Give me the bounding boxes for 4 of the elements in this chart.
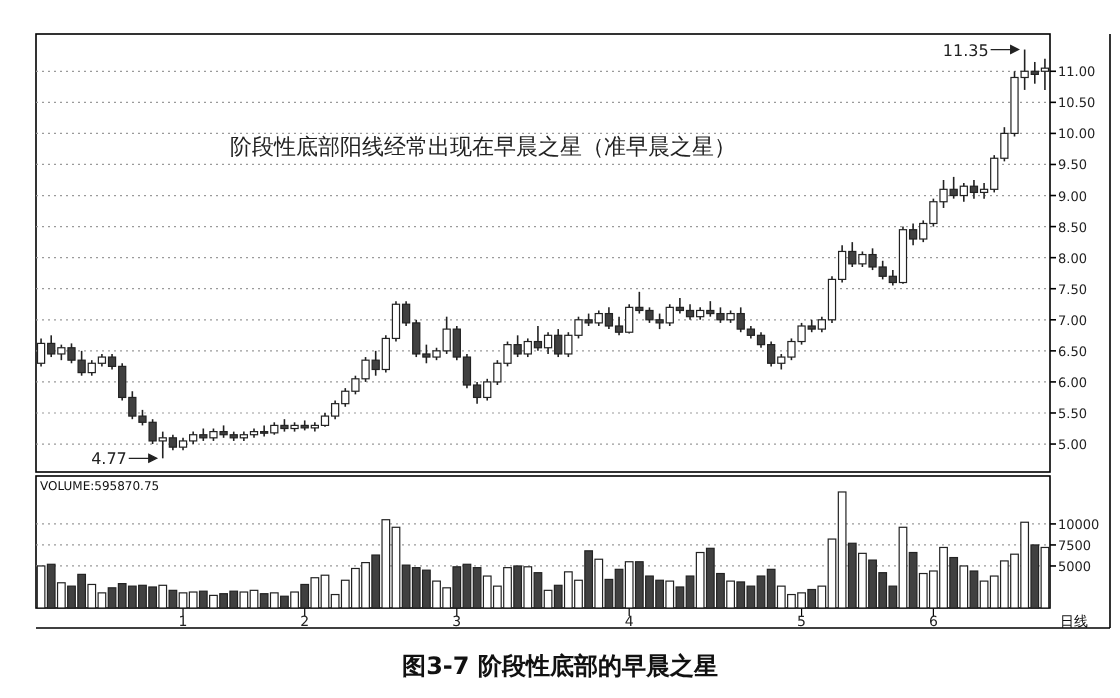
annotation: 4.77 — [91, 450, 127, 469]
annotation: 阶段性底部阳线经常出现在早晨之星（准早晨之星） — [230, 134, 736, 160]
annotation: 11.35 — [942, 41, 989, 60]
caption: 图3-7 阶段性底部的早晨之星 — [402, 652, 718, 680]
